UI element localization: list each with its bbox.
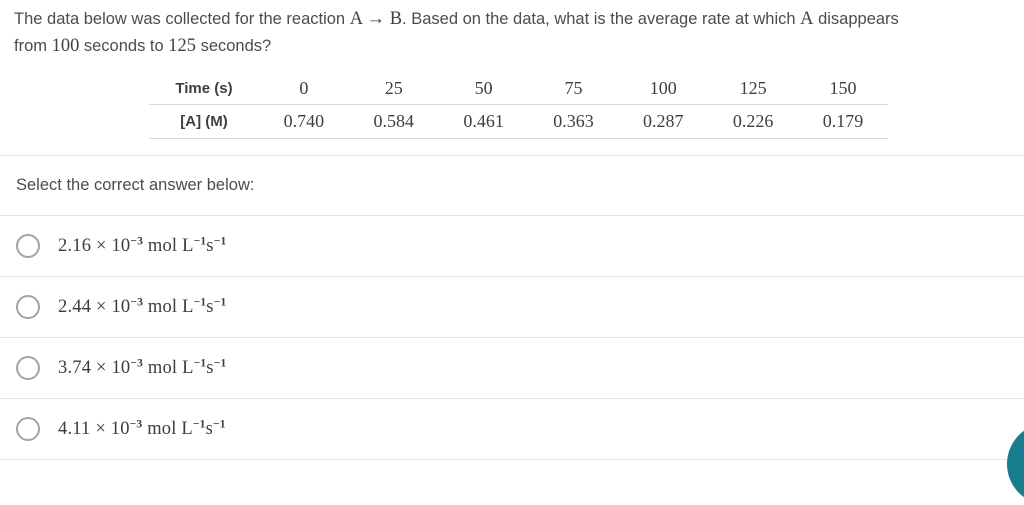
radio-button[interactable] [16,295,40,319]
question-fragment: seconds to [79,37,169,55]
table-cell: 0 [299,77,309,98]
question-line-2: from 100 seconds to 125 seconds? [14,32,1010,59]
answer-option-2[interactable]: 2.44 × 10−3 mol L−1s−1 [0,277,1024,338]
question-fragment: from [14,37,52,55]
table-cell: 0.363 [553,110,594,131]
answer-prompt: Select the correct answer below: [0,156,1024,216]
question-section: The data below was collected for the rea… [0,0,1024,156]
table-cell: 150 [829,77,857,98]
table-cell: 125 [739,77,767,98]
option-label: 3.74 × 10−3 mol L−1s−1 [58,357,227,378]
option-label: 2.16 × 10−3 mol L−1s−1 [58,235,227,256]
answer-option-4[interactable]: 4.11 × 10−3 mol L−1s−1 [0,399,1024,460]
question-fragment: seconds? [195,37,272,55]
math-reaction: A → B [349,8,403,28]
option-label: 2.44 × 10−3 mol L−1s−1 [58,296,227,317]
answer-option-3[interactable]: 3.74 × 10−3 mol L−1s−1 [0,338,1024,399]
table-cell: 0.740 [283,110,325,131]
table-cell: 0.584 [373,110,415,131]
answer-prompt-label: Select the correct answer below: [16,176,255,194]
row-label-time: Time (s) [175,79,233,97]
answer-option-1[interactable]: 2.16 × 10−3 mol L−1s−1 [0,216,1024,277]
question-fragment: The data below was collected for the rea… [14,10,350,28]
question-fragment: disappears [813,10,899,28]
question-line-1: The data below was collected for the rea… [14,5,1010,32]
radio-button[interactable] [16,234,40,258]
data-table-wrapper: Time (s) 0 25 50 75 100 125 150 [A] (M) … [149,73,1024,139]
option-label: 4.11 × 10−3 mol L−1s−1 [58,418,226,439]
table-cell: 50 [474,77,493,98]
table-cell: 0.287 [643,110,684,131]
math-time-start: 100 [51,35,80,55]
math-species: A [800,8,814,28]
data-table: Time (s) 0 25 50 75 100 125 150 [A] (M) … [149,73,888,139]
question-fragment: . Based on the data, what is the average… [402,10,801,28]
table-row-concentration: [A] (M) 0.740 0.584 0.461 0.363 0.287 0.… [149,104,888,138]
table-cell: 75 [564,77,583,98]
table-cell: 100 [649,77,677,98]
table-cell: 0.226 [732,110,774,131]
math-time-end: 125 [168,35,196,55]
radio-button[interactable] [16,417,40,441]
radio-button[interactable] [16,356,40,380]
row-label-concentration: [A] (M) [180,112,228,130]
table-row-time: Time (s) 0 25 50 75 100 125 150 [149,73,888,104]
question-text: The data below was collected for the rea… [0,0,1024,59]
table-cell: 0.179 [822,110,864,131]
table-cell: 0.461 [463,110,504,131]
table-cell: 25 [384,77,403,98]
